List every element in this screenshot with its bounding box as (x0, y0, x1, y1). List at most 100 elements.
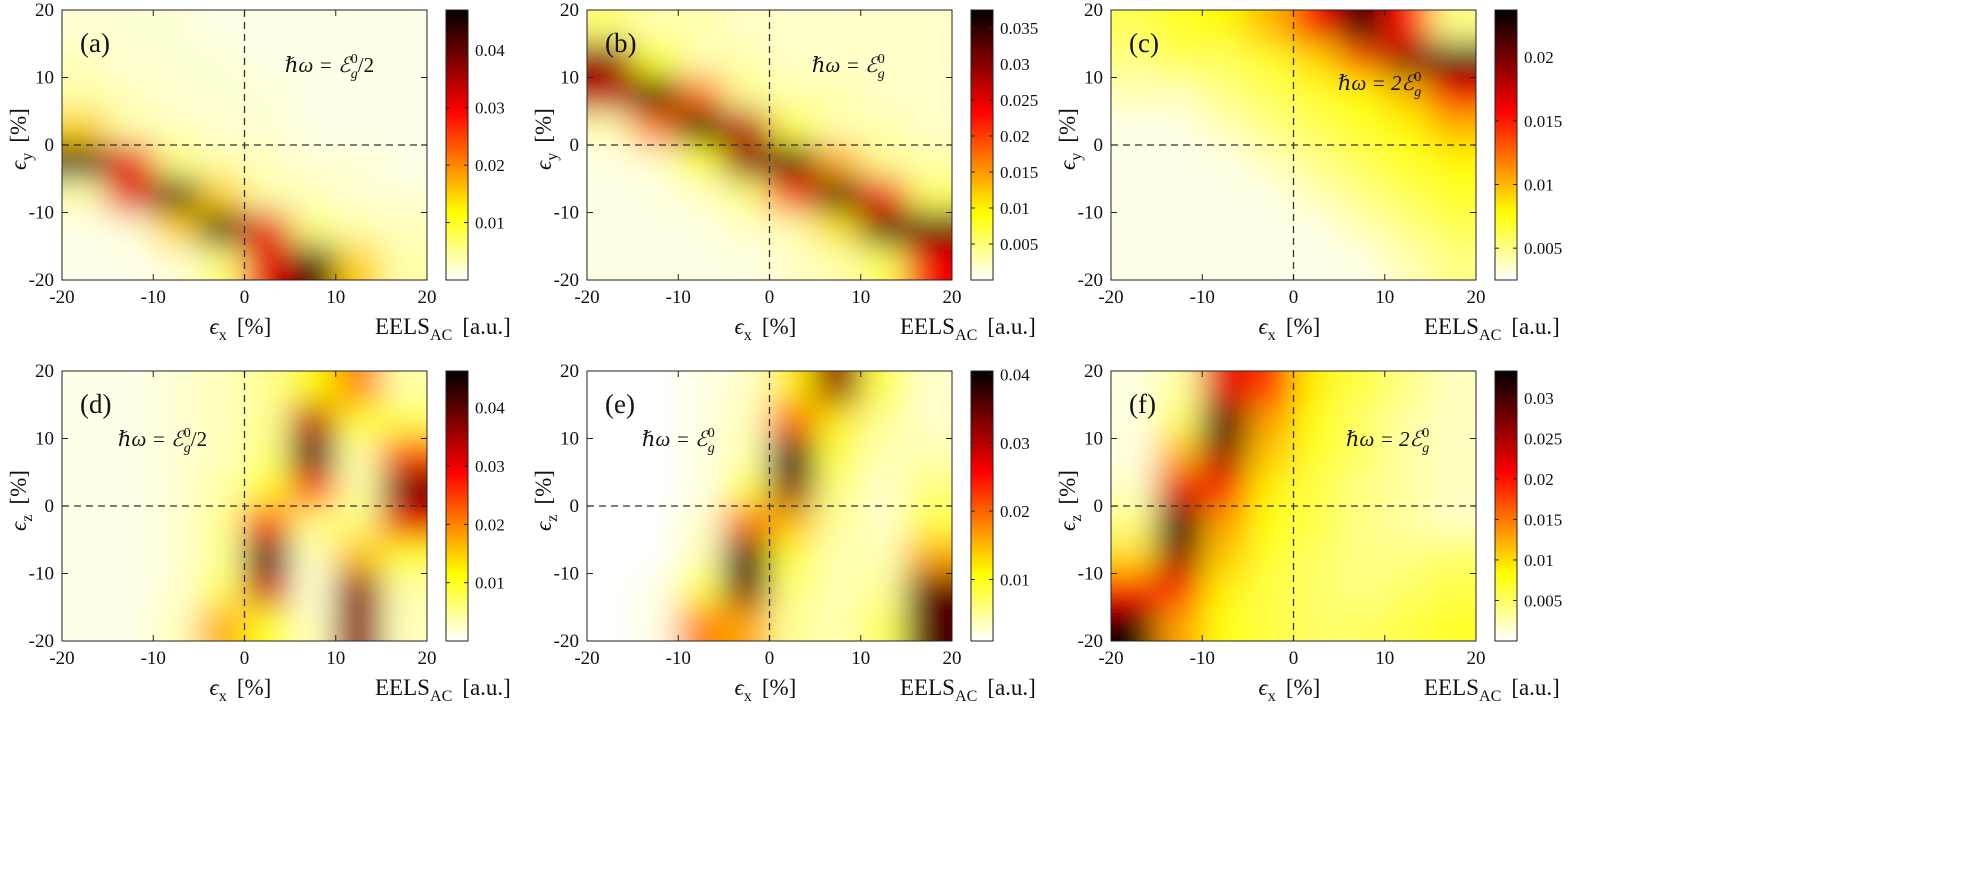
heat-cell (1384, 144, 1431, 180)
heat-cell (1156, 110, 1203, 146)
heat-cell (677, 539, 725, 574)
heat-cell (677, 371, 725, 406)
colorbar-tick-label: 0.005 (1524, 591, 1562, 610)
heat-cell (244, 606, 291, 641)
x-axis-label-unit: [%] (1286, 314, 1320, 339)
heat-cell (335, 77, 382, 112)
heat-cell (1293, 77, 1340, 112)
colorbar-tick-label: 0.02 (475, 156, 505, 175)
x-axis-label-symbol: ϵ (1259, 675, 1269, 700)
heat-cell (587, 43, 634, 78)
y-tick-label: 0 (570, 135, 580, 156)
heat-cell (198, 438, 245, 473)
heat-cell (632, 178, 679, 213)
heat-cell (1201, 110, 1249, 146)
heat-cell (198, 404, 245, 439)
y-axis-label-symbol: ϵ (531, 160, 556, 170)
heat-cell (1201, 77, 1249, 112)
heat-cell (380, 43, 427, 78)
heat-cell (62, 471, 109, 507)
heat-cell (152, 539, 200, 574)
heat-cell (107, 10, 154, 45)
heat-cell (905, 10, 952, 45)
annotation: ℏω = ℰ0 g (812, 52, 885, 82)
x-tick-label: 20 (943, 648, 962, 669)
heat-cell (860, 471, 907, 507)
heat-cell (289, 110, 337, 146)
heat-cell (1247, 573, 1294, 608)
heat-cell (587, 77, 634, 112)
heat-cell (1293, 505, 1340, 541)
heat-cell (244, 245, 291, 280)
colorbar-label: EELSAC [a.u.] (900, 675, 1036, 705)
heat-cell (1156, 371, 1203, 406)
heat-cell (1338, 110, 1386, 146)
heat-cell (1293, 606, 1340, 641)
heat-cell (1338, 178, 1386, 213)
annotation-prefix: ℏω = (812, 53, 865, 77)
heat-cell (335, 539, 382, 574)
heat-cell (152, 43, 200, 78)
x-axis-label-symbol: ϵ (1259, 314, 1269, 339)
y-axis-label-symbol: ϵ (1055, 521, 1080, 531)
annotation-superscript: 0 (1422, 426, 1429, 441)
heat-cell (860, 178, 907, 213)
heat-cell (152, 245, 200, 280)
heat-cell (587, 404, 634, 439)
heat-cell (814, 606, 862, 641)
heat-cell (380, 606, 427, 641)
heat-cell (1429, 212, 1476, 247)
annotation-prefix: ℏω = (285, 53, 338, 77)
heat-cell (1111, 245, 1158, 280)
heat-cell (587, 471, 634, 507)
y-axis-label: ϵz [%] (6, 470, 36, 531)
heat-cell (1338, 77, 1386, 112)
heat-cell (152, 178, 200, 213)
colorbar-tick-label: 0.01 (475, 214, 505, 233)
heat-cell (905, 245, 952, 280)
heat-cell (289, 43, 337, 78)
heat-cell (1156, 245, 1203, 280)
colorbar-tick-label: 0.01 (1524, 551, 1554, 570)
x-axis-label-symbol: ϵ (735, 314, 745, 339)
x-tick-label: 10 (1375, 648, 1394, 669)
heat-cell (814, 10, 862, 45)
heat-cell (769, 573, 816, 608)
heat-cell (1384, 212, 1431, 247)
panel-label: (d) (80, 389, 111, 419)
heat-cell (1293, 178, 1340, 213)
annotation: ℏω = 2ℰ0 g (1338, 70, 1421, 100)
heat-cell (289, 371, 337, 406)
y-tick-label: -20 (29, 270, 54, 291)
heat-cell (244, 77, 291, 112)
heat-cell (107, 212, 154, 247)
heat-cell (677, 178, 725, 213)
x-tick-label: -20 (49, 648, 74, 669)
x-tick-label: 0 (240, 648, 250, 669)
colorbar-label-unit: [a.u.] (987, 314, 1036, 339)
heat-cell (107, 471, 154, 507)
heat-cell (1293, 573, 1340, 608)
heat-cell (198, 245, 245, 280)
colorbar-tick-label: 0.03 (1000, 434, 1030, 453)
heat-cell (860, 77, 907, 112)
heat-cell (769, 10, 816, 45)
heat-cell (1293, 371, 1340, 406)
heat-cell (1247, 178, 1294, 213)
annotation-superscript: 0 (1414, 70, 1421, 85)
heat-cell (769, 245, 816, 280)
x-axis-label-unit: [%] (237, 314, 271, 339)
x-axis-label-subscript: x (219, 327, 227, 344)
heat-cell (107, 371, 154, 406)
heat-cell (769, 606, 816, 641)
heat-cell (62, 539, 109, 574)
heat-cell (587, 178, 634, 213)
x-axis-label-subscript: x (1268, 327, 1276, 344)
annotation-symbol: ℰ (865, 53, 880, 77)
heat-cell (814, 178, 862, 213)
heat-cell (1111, 77, 1158, 112)
colorbar-label-text: EELS (900, 314, 955, 339)
colorbar-tick-label: 0.035 (1000, 19, 1038, 38)
heat-cell (380, 371, 427, 406)
heat-cell (1111, 471, 1158, 507)
